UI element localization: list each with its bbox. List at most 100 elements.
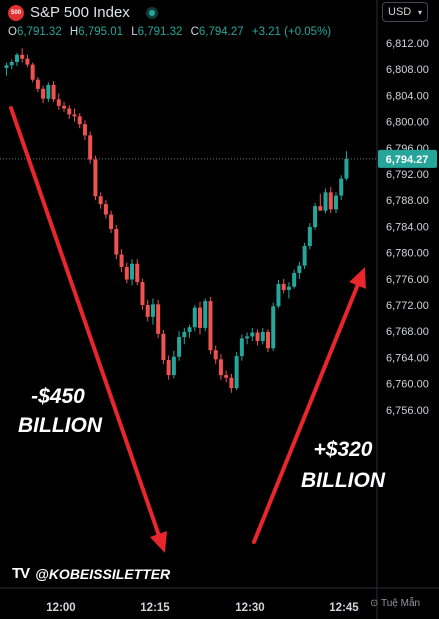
candle-body	[281, 284, 286, 290]
candle-body	[271, 306, 276, 349]
down-arrow	[9, 106, 161, 537]
ohlc-readout: O6,791.32 H6,795.01 L6,791.32 C6,794.27 …	[8, 26, 336, 38]
symbol-header: 500 S&P 500 Index	[8, 4, 158, 21]
candle-body	[328, 192, 333, 210]
candle-body	[114, 229, 119, 255]
candle-body	[229, 377, 234, 389]
candle-body	[318, 206, 323, 211]
y-tick-label: 6,792.00	[386, 169, 429, 181]
candle-body	[276, 284, 281, 307]
market-status-icon	[145, 6, 158, 19]
candle-body	[255, 332, 260, 342]
high-value: 6,795.01	[78, 26, 123, 38]
candle-body	[266, 331, 270, 349]
candle-body	[9, 61, 14, 66]
candle-body	[260, 331, 265, 342]
candle-body	[35, 79, 40, 89]
candle-body	[119, 254, 124, 268]
candle-body	[234, 356, 239, 389]
low-value: 6,791.32	[137, 26, 183, 38]
candle-body	[286, 286, 291, 290]
candle-body	[41, 88, 46, 99]
candle-body	[250, 332, 255, 337]
candle-body	[30, 64, 35, 80]
candle-body	[88, 135, 93, 160]
candle-body	[98, 196, 103, 205]
sp500-badge-icon: 500	[8, 4, 24, 21]
candle-body	[224, 375, 229, 378]
credit-text: ⊙ Tuệ Mẫn	[370, 598, 421, 609]
candle-body	[135, 263, 140, 283]
candle-body	[20, 54, 25, 59]
candle-body	[313, 206, 318, 228]
candle-body	[218, 359, 223, 376]
candle-body	[292, 272, 297, 287]
candle-body	[182, 331, 187, 338]
candle-body	[323, 192, 328, 211]
y-tick-label: 6,760.00	[386, 379, 429, 391]
right-billion-label: BILLION	[301, 469, 386, 492]
chevron-down-icon: ▾	[417, 7, 422, 17]
watermark: TV @KOBEISSILETTER	[12, 565, 170, 582]
up-arrow-head	[349, 267, 366, 289]
x-tick-label: 12:15	[140, 602, 170, 614]
y-tick-label: 6,788.00	[386, 195, 429, 207]
x-tick-label: 12:30	[235, 602, 264, 614]
open-value: 6,791.32	[16, 26, 62, 38]
candle-body	[192, 307, 197, 328]
candle-body	[333, 195, 338, 210]
y-tick-label: 6,784.00	[386, 221, 429, 233]
watermark-handle: @KOBEISSILETTER	[35, 565, 171, 582]
candle-body	[161, 333, 166, 361]
up-arrow	[252, 283, 360, 544]
y-tick-label: 6,804.00	[386, 90, 429, 102]
y-tick-label: 6,776.00	[386, 274, 429, 286]
candle-body	[307, 227, 312, 247]
candle-body	[56, 99, 61, 106]
candle-body	[109, 214, 114, 230]
candle-body	[297, 265, 302, 273]
x-tick-label: 12:45	[329, 602, 359, 614]
candle-body	[14, 54, 19, 62]
candle-body	[140, 282, 145, 305]
y-tick-label: 6,808.00	[386, 64, 429, 76]
candle-body	[62, 105, 67, 109]
y-tick-label: 6,756.00	[386, 405, 429, 417]
candle-body	[124, 267, 129, 280]
candle-body	[145, 305, 150, 317]
last-price-value: 6,794.27	[386, 154, 429, 166]
candle-body	[82, 124, 87, 136]
candle-body	[339, 178, 344, 196]
candle-body	[93, 159, 98, 197]
x-tick-label: 12:00	[46, 602, 75, 614]
y-tick-label: 6,772.00	[386, 300, 429, 312]
left-amount-label: -$450	[31, 385, 85, 408]
candle-body	[208, 301, 213, 351]
candle-body	[177, 337, 182, 357]
currency-selector[interactable]: USD ▾	[382, 2, 428, 22]
y-tick-label: 6,812.00	[386, 38, 429, 50]
candle-body	[67, 108, 72, 115]
candle-body	[130, 263, 135, 280]
close-value: 6,794.27	[198, 26, 244, 38]
candle-body	[77, 116, 82, 125]
candle-body	[103, 204, 108, 215]
candle-body	[46, 84, 51, 99]
y-tick-label: 6,800.00	[386, 117, 429, 129]
candle-body	[198, 307, 203, 328]
high-label: H	[69, 26, 79, 38]
candle-body	[245, 336, 250, 339]
y-tick-label: 6,764.00	[386, 352, 429, 364]
symbol-title[interactable]: S&P 500 Index	[30, 4, 130, 21]
candle-body	[150, 304, 155, 317]
candle-body	[344, 158, 349, 179]
candle-body	[302, 246, 307, 266]
right-amount-label: +$320	[314, 438, 373, 461]
y-tick-label: 6,780.00	[386, 248, 429, 260]
candle-body	[72, 114, 77, 117]
candle-body	[166, 360, 171, 376]
candle-body	[187, 327, 192, 332]
candle-body	[239, 338, 244, 357]
left-billion-label: BILLION	[18, 414, 103, 437]
